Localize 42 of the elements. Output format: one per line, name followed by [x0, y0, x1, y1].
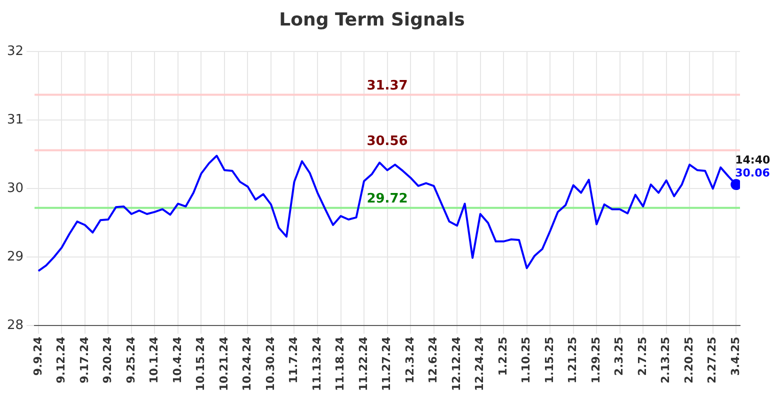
x-tick-label: 10.1.24 — [148, 336, 161, 384]
x-tick-label: 12.24.24 — [473, 336, 486, 391]
x-tick-label: 12.3.24 — [403, 336, 416, 384]
x-tick-label: 1.10.25 — [520, 336, 533, 384]
x-tick-label: 2.13.25 — [659, 336, 672, 384]
y-tick-label: 31 — [6, 112, 24, 128]
x-tick-label: 10.15.24 — [194, 336, 208, 391]
x-tick-label: 1.2.25 — [496, 336, 510, 376]
x-tick-label: 11.18.24 — [334, 336, 347, 391]
annotation: 30.06 — [735, 166, 770, 180]
ref-line-label: 31.37 — [366, 78, 408, 94]
x-tick-label: 1.29.25 — [589, 336, 602, 384]
x-tick-label: 10.30.24 — [264, 336, 277, 391]
x-tick-label: 9.17.24 — [78, 336, 91, 384]
x-tick-label: 9.25.24 — [124, 336, 138, 384]
chart-title: Long Term Signals — [279, 9, 465, 30]
x-tick-label: 2.20.25 — [682, 336, 696, 384]
x-tick-label: 1.21.25 — [566, 336, 580, 384]
x-tick-label: 9.12.24 — [54, 336, 68, 384]
x-tick-label: 11.22.24 — [356, 336, 370, 391]
x-tick-label: 11.13.24 — [310, 336, 324, 391]
annotation: 14:40 — [735, 153, 770, 166]
x-tick-label: 11.27.24 — [380, 336, 394, 391]
x-tick-label: 10.4.24 — [170, 336, 184, 384]
x-tick-label: 2.7.25 — [636, 336, 649, 376]
ref-line-label: 30.56 — [366, 134, 408, 150]
y-tick-label: 30 — [6, 181, 24, 196]
x-tick-label: 9.20.24 — [101, 336, 114, 384]
x-tick-label: 2.3.25 — [612, 336, 626, 376]
x-tick-label: 2.27.25 — [706, 336, 719, 384]
x-tick-label: 11.7.24 — [287, 336, 300, 384]
y-tick-label: 29 — [6, 250, 24, 265]
x-tick-label: 3.4.25 — [728, 336, 742, 376]
ref-line-label: 29.72 — [366, 192, 408, 207]
x-tick-label: 10.21.24 — [217, 336, 230, 391]
y-tick-label: 32 — [6, 44, 24, 59]
x-tick-label: 12.6.24 — [426, 336, 440, 384]
x-tick-label: 10.24.24 — [240, 336, 254, 391]
y-tick-label: 28 — [6, 318, 24, 334]
x-tick-label: 1.15.25 — [542, 336, 556, 384]
x-tick-label: 12.12.24 — [450, 336, 463, 391]
x-tick-label: 9.9.24 — [31, 336, 44, 376]
